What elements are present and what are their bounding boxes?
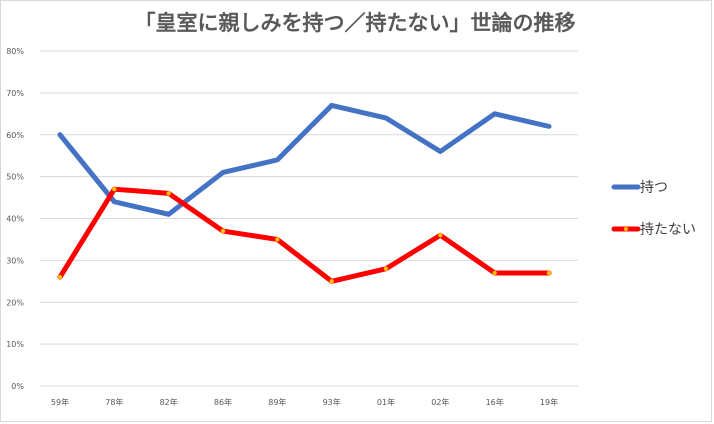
data-point: [166, 191, 171, 196]
data-point: [57, 132, 63, 137]
y-tick-label: 80%: [6, 47, 24, 56]
data-point: [546, 124, 552, 129]
data-point: [220, 170, 226, 175]
x-tick-label: 86年: [214, 397, 232, 407]
y-tick-label: 40%: [6, 215, 24, 224]
gridlines: [40, 50, 578, 387]
data-point: [438, 233, 443, 238]
data-point: [492, 270, 497, 276]
x-tick-label: 78年: [105, 397, 123, 407]
data-point: [57, 274, 63, 280]
legend-label: 持たない: [640, 222, 696, 238]
x-tick-label: 59年: [51, 397, 69, 407]
data-point: [112, 186, 117, 192]
x-tick-label: 93年: [323, 397, 341, 407]
y-tick-label: 50%: [6, 173, 24, 182]
x-tick-label: 82年: [160, 397, 178, 407]
data-point: [275, 157, 280, 163]
data-point: [220, 228, 226, 234]
y-tick-label: 70%: [6, 89, 24, 98]
data-point: [329, 103, 334, 108]
data-point: [166, 212, 171, 217]
series-lines: [57, 102, 552, 284]
y-tick-label: 30%: [6, 256, 24, 265]
data-point: [438, 149, 443, 154]
data-point: [383, 115, 389, 121]
data-point: [383, 266, 389, 271]
legend-marker: [624, 227, 628, 231]
data-point: [275, 237, 280, 242]
y-tick-label: 0%: [11, 382, 24, 391]
series-line-2: [57, 186, 552, 284]
data-point: [112, 199, 117, 204]
y-tick-label: 60%: [6, 131, 24, 140]
x-tick-label: 02年: [431, 397, 449, 407]
chart-title: 「皇室に親しみを持つ／持たない」世論の推移: [135, 11, 576, 35]
data-point: [329, 279, 334, 284]
x-tick-label: 19年: [540, 397, 558, 407]
data-point: [546, 270, 552, 276]
y-axis-ticks: 0% 10% 20% 30% 40% 50% 60% 70% 80%: [6, 47, 24, 391]
y-tick-label: 20%: [6, 298, 24, 307]
x-tick-label: 16年: [486, 397, 504, 407]
x-tick-label: 01年: [377, 397, 395, 407]
series-line-1: [57, 102, 552, 217]
x-axis-ticks: 59年 78年 82年 86年 89年 93年 01年 02年 16年 19年: [51, 397, 558, 407]
legend-label: 持つ: [640, 180, 668, 196]
data-point: [492, 111, 497, 117]
x-tick-label: 89年: [268, 397, 286, 407]
y-tick-label: 10%: [6, 340, 24, 349]
